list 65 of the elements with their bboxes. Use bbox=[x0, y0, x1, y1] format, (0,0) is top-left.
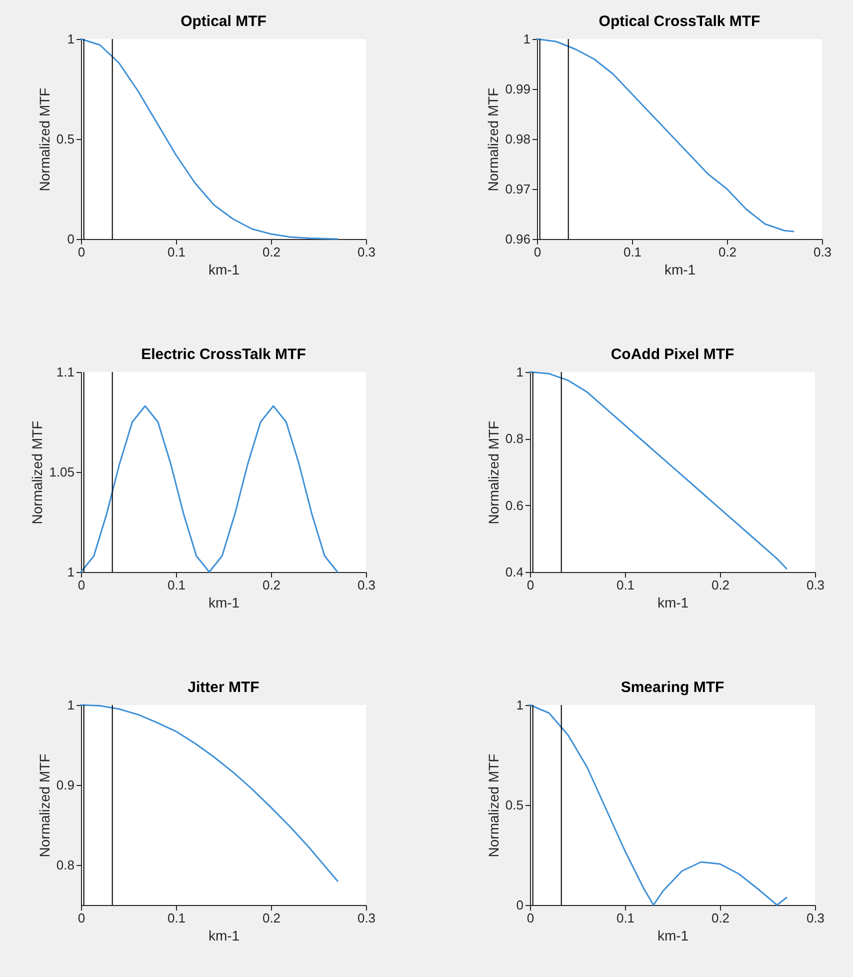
y-tick-label: 0.96 bbox=[505, 232, 530, 246]
chart-title: Electric CrossTalk MTF bbox=[141, 346, 306, 363]
y-tick-label: 0.8 bbox=[56, 858, 74, 872]
line-series bbox=[536, 38, 794, 232]
y-axis-title: Normalized MTF bbox=[485, 420, 502, 524]
line-series bbox=[80, 704, 338, 882]
x-axis-title: km-1 bbox=[664, 262, 696, 278]
y-tick-label: 0.98 bbox=[505, 132, 530, 146]
x-tick-label: 0.1 bbox=[167, 910, 186, 926]
chart-title: Jitter MTF bbox=[188, 679, 260, 696]
x-tick-label: 0.2 bbox=[711, 910, 730, 926]
y-tick-label: 1 bbox=[516, 364, 524, 380]
y-tick-label: 0.9 bbox=[56, 778, 74, 792]
x-axis-title: km-1 bbox=[208, 928, 240, 944]
x-tick-label: 0.3 bbox=[357, 910, 376, 926]
x-tick-label: 0.2 bbox=[262, 910, 281, 926]
x-tick-label: 0.2 bbox=[262, 578, 281, 592]
x-tick-label: 0.3 bbox=[357, 244, 376, 260]
y-axis-title: Normalized MTF bbox=[485, 88, 502, 192]
x-tick-label: 0.3 bbox=[813, 244, 832, 260]
y-tick-label: 1 bbox=[67, 32, 74, 46]
y-tick-label: 0 bbox=[67, 232, 74, 246]
x-axis-title: km-1 bbox=[208, 262, 240, 278]
y-tick-label: 0 bbox=[516, 898, 524, 912]
x-tick-label: 0 bbox=[78, 910, 86, 926]
y-tick-label: 1 bbox=[516, 698, 524, 712]
x-tick-label: 0.3 bbox=[806, 578, 825, 592]
x-tick-label: 0.1 bbox=[616, 910, 635, 926]
x-tick-label: 0.1 bbox=[623, 244, 642, 260]
x-tick-label: 0 bbox=[78, 244, 86, 260]
x-tick-label: 0.3 bbox=[806, 910, 825, 926]
y-tick-label: 1 bbox=[67, 698, 74, 712]
chart-title: CoAdd Pixel MTF bbox=[610, 346, 734, 363]
y-tick-label: 1 bbox=[67, 564, 74, 580]
x-tick-label: 0 bbox=[534, 244, 542, 260]
y-tick-label: 1.05 bbox=[49, 464, 74, 480]
x-axis-title: km-1 bbox=[657, 594, 689, 610]
chart-title: Optical CrossTalk MTF bbox=[598, 13, 760, 30]
y-tick-label: 1 bbox=[523, 32, 530, 46]
x-tick-label: 0.3 bbox=[357, 578, 376, 592]
chart-title: Optical MTF bbox=[180, 13, 266, 30]
y-tick-label: 0.4 bbox=[505, 564, 524, 580]
y-tick-label: 1.1 bbox=[56, 364, 74, 380]
x-tick-label: 0.2 bbox=[262, 244, 281, 260]
y-tick-label: 0.97 bbox=[505, 182, 530, 196]
y-tick-label: 0.8 bbox=[505, 431, 524, 446]
line-series bbox=[529, 371, 788, 570]
y-axis-title: Normalized MTF bbox=[36, 754, 52, 858]
y-tick-label: 0.5 bbox=[505, 798, 524, 812]
y-tick-label: 0.99 bbox=[505, 82, 530, 96]
x-tick-label: 0.2 bbox=[718, 244, 737, 260]
y-axis-title: Normalized MTF bbox=[36, 88, 52, 192]
chart-title: Smearing MTF bbox=[620, 679, 724, 696]
y-axis-title: Normalized MTF bbox=[485, 754, 502, 858]
x-axis-title: km-1 bbox=[208, 594, 240, 610]
line-series bbox=[80, 405, 338, 573]
x-tick-label: 0.1 bbox=[167, 578, 186, 592]
x-tick-label: 0.1 bbox=[616, 578, 635, 592]
x-tick-label: 0.2 bbox=[711, 578, 730, 592]
x-axis-title: km-1 bbox=[657, 928, 689, 944]
y-axis-title: Normalized MTF bbox=[29, 420, 46, 524]
y-tick-label: 0.6 bbox=[505, 498, 524, 513]
y-tick-label: 0.5 bbox=[56, 132, 74, 146]
x-tick-label: 0.1 bbox=[167, 244, 186, 260]
x-tick-label: 0 bbox=[78, 578, 86, 592]
